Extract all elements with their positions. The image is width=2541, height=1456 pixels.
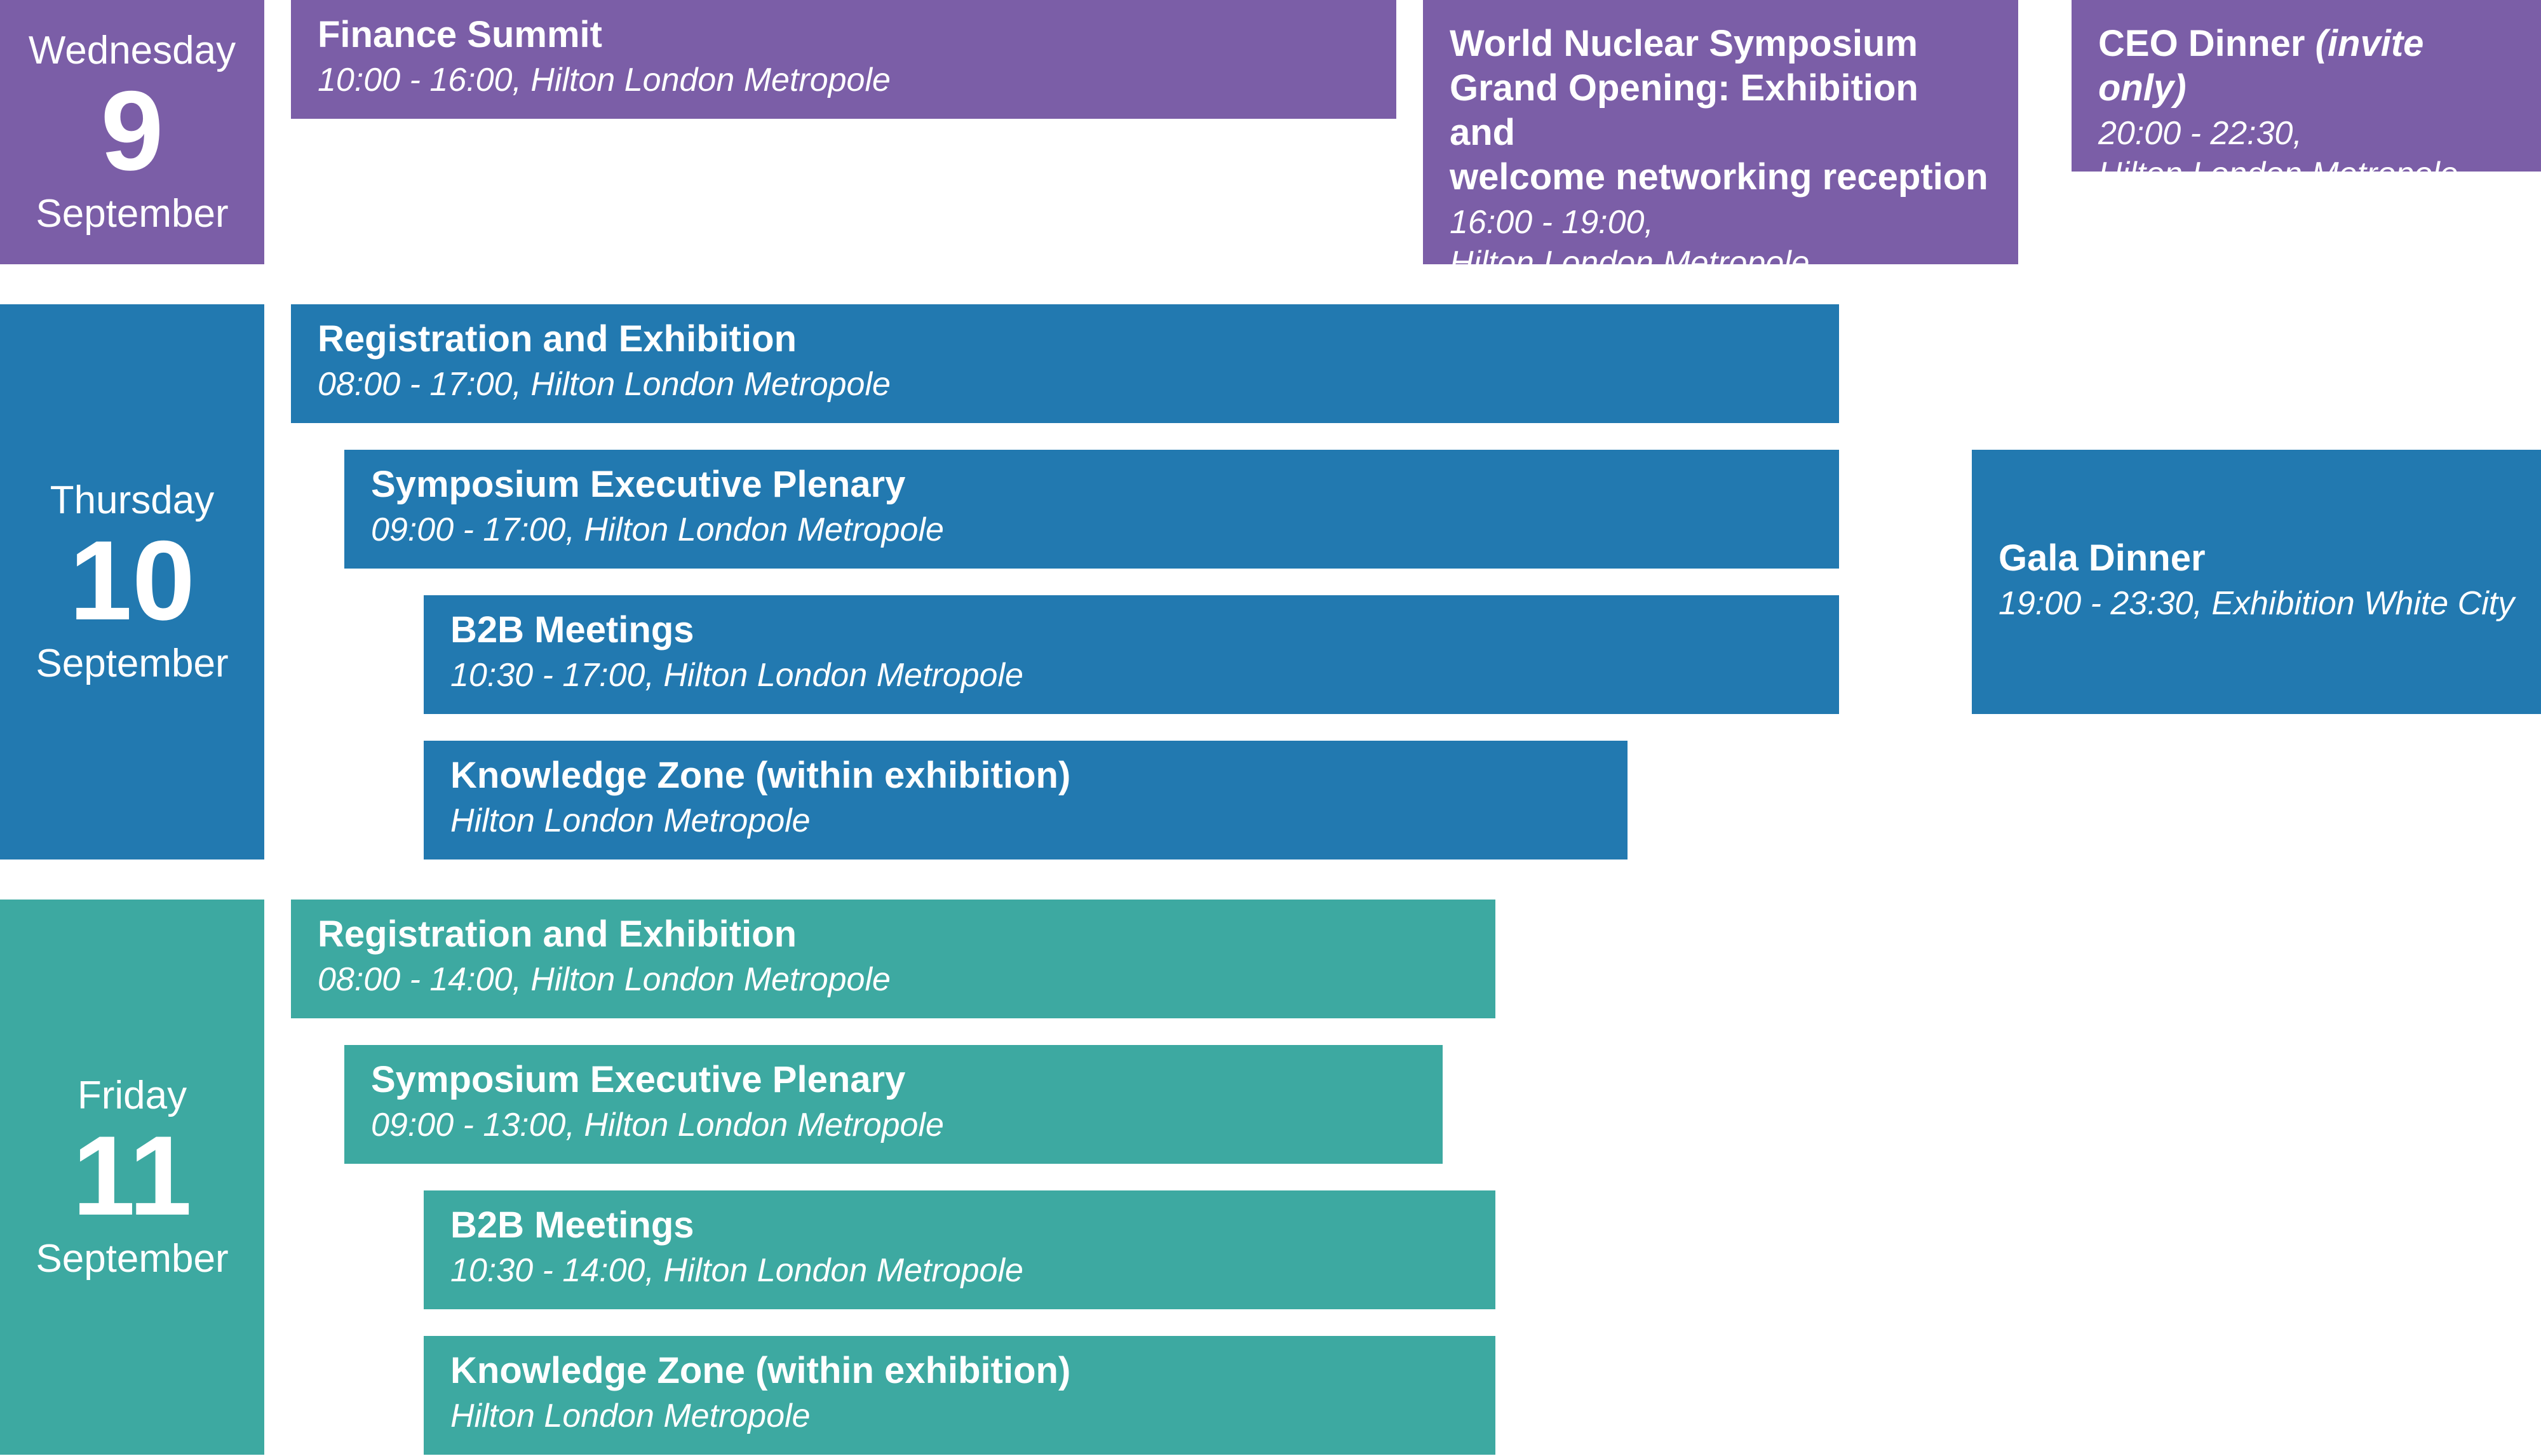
event-title: Registration and Exhibition [318,318,797,360]
event-b2b-meetings[interactable]: B2B Meetings 10:30 - 14:00, Hilton Londo… [424,1190,1495,1309]
event-title: Knowledge Zone (within exhibition) [450,1350,1071,1391]
day-thursday: Thursday 10 September [0,304,264,859]
event-detail: 19:00 - 23:30, Exhibition White City [1998,585,2515,622]
event-title: Finance Summit [318,14,602,55]
event-detail: 20:00 - 22:30, Hilton London Metropole [2098,113,2516,172]
event-title: B2B Meetings [450,1204,694,1246]
event-title: B2B Meetings [450,609,694,650]
event-title-line: welcome networking reception [1450,156,1988,198]
event-detail: 10:30 - 17:00, Hilton London Metropole [450,657,1023,694]
event-title-note: (invite only) [2098,23,2424,109]
event-title: Knowledge Zone (within exhibition) [450,755,1071,796]
event-detail: Hilton London Metropole [450,802,811,839]
event-detail-line: Hilton London Metropole [1450,245,1810,264]
event-knowledge-zone[interactable]: Knowledge Zone (within exhibition) Hilto… [424,741,1628,859]
event-detail-line: Hilton London Metropole [2098,154,2516,172]
event-detail-line: 16:00 - 19:00, [1450,204,1654,241]
event-title: Registration and Exhibition [318,913,797,955]
day-month: September [36,1237,229,1281]
day-wednesday: Wednesday 9 September [0,0,264,264]
event-gala-dinner[interactable]: Gala Dinner 19:00 - 23:30, Exhibition Wh… [1972,450,2541,714]
event-registration-exhibition[interactable]: Registration and Exhibition 08:00 - 14:0… [291,900,1495,1018]
day-number: 9 [100,67,164,194]
event-detail: 08:00 - 17:00, Hilton London Metropole [318,366,891,403]
event-knowledge-zone[interactable]: Knowledge Zone (within exhibition) Hilto… [424,1336,1495,1455]
event-b2b-meetings[interactable]: B2B Meetings 10:30 - 17:00, Hilton Londo… [424,595,1839,714]
day-month: September [36,192,229,236]
event-title-line: Grand Opening: Exhibition and [1450,67,1918,153]
event-detail: 09:00 - 17:00, Hilton London Metropole [371,511,944,548]
event-detail: 10:30 - 14:00, Hilton London Metropole [450,1252,1023,1289]
event-title-main: CEO Dinner [2098,23,2305,64]
event-title: World Nuclear Symposium Grand Opening: E… [1450,22,1993,199]
day-month: September [36,642,229,685]
event-title: Symposium Executive Plenary [371,464,906,505]
event-detail: Hilton London Metropole [450,1398,811,1434]
event-detail: 09:00 - 13:00, Hilton London Metropole [371,1107,944,1143]
day-name: Thursday [50,478,215,522]
event-title: CEO Dinner (invite only) [2098,22,2516,111]
event-ceo-dinner[interactable]: CEO Dinner (invite only) 20:00 - 22:30, … [2072,0,2541,172]
event-detail: 16:00 - 19:00, Hilton London Metropole [1450,202,1993,264]
day-number: 11 [72,1112,192,1239]
event-title: Gala Dinner [1998,537,2206,579]
event-detail: 10:00 - 16:00, Hilton London Metropole [318,62,891,98]
event-title: Symposium Executive Plenary [371,1059,906,1100]
day-number: 10 [69,517,195,644]
event-detail-line: 20:00 - 22:30, [2098,115,2302,152]
event-grand-opening[interactable]: World Nuclear Symposium Grand Opening: E… [1423,0,2018,264]
day-friday: Friday 11 September [0,900,264,1455]
event-registration-exhibition[interactable]: Registration and Exhibition 08:00 - 17:0… [291,304,1839,423]
event-detail: 08:00 - 14:00, Hilton London Metropole [318,961,891,998]
day-name: Wednesday [28,28,236,72]
event-executive-plenary[interactable]: Symposium Executive Plenary 09:00 - 13:0… [344,1045,1443,1164]
day-name: Friday [77,1073,187,1117]
event-title-line: World Nuclear Symposium [1450,23,1918,64]
event-finance-summit[interactable]: Finance Summit 10:00 - 16:00, Hilton Lon… [291,0,1396,119]
event-executive-plenary[interactable]: Symposium Executive Plenary 09:00 - 17:0… [344,450,1839,569]
